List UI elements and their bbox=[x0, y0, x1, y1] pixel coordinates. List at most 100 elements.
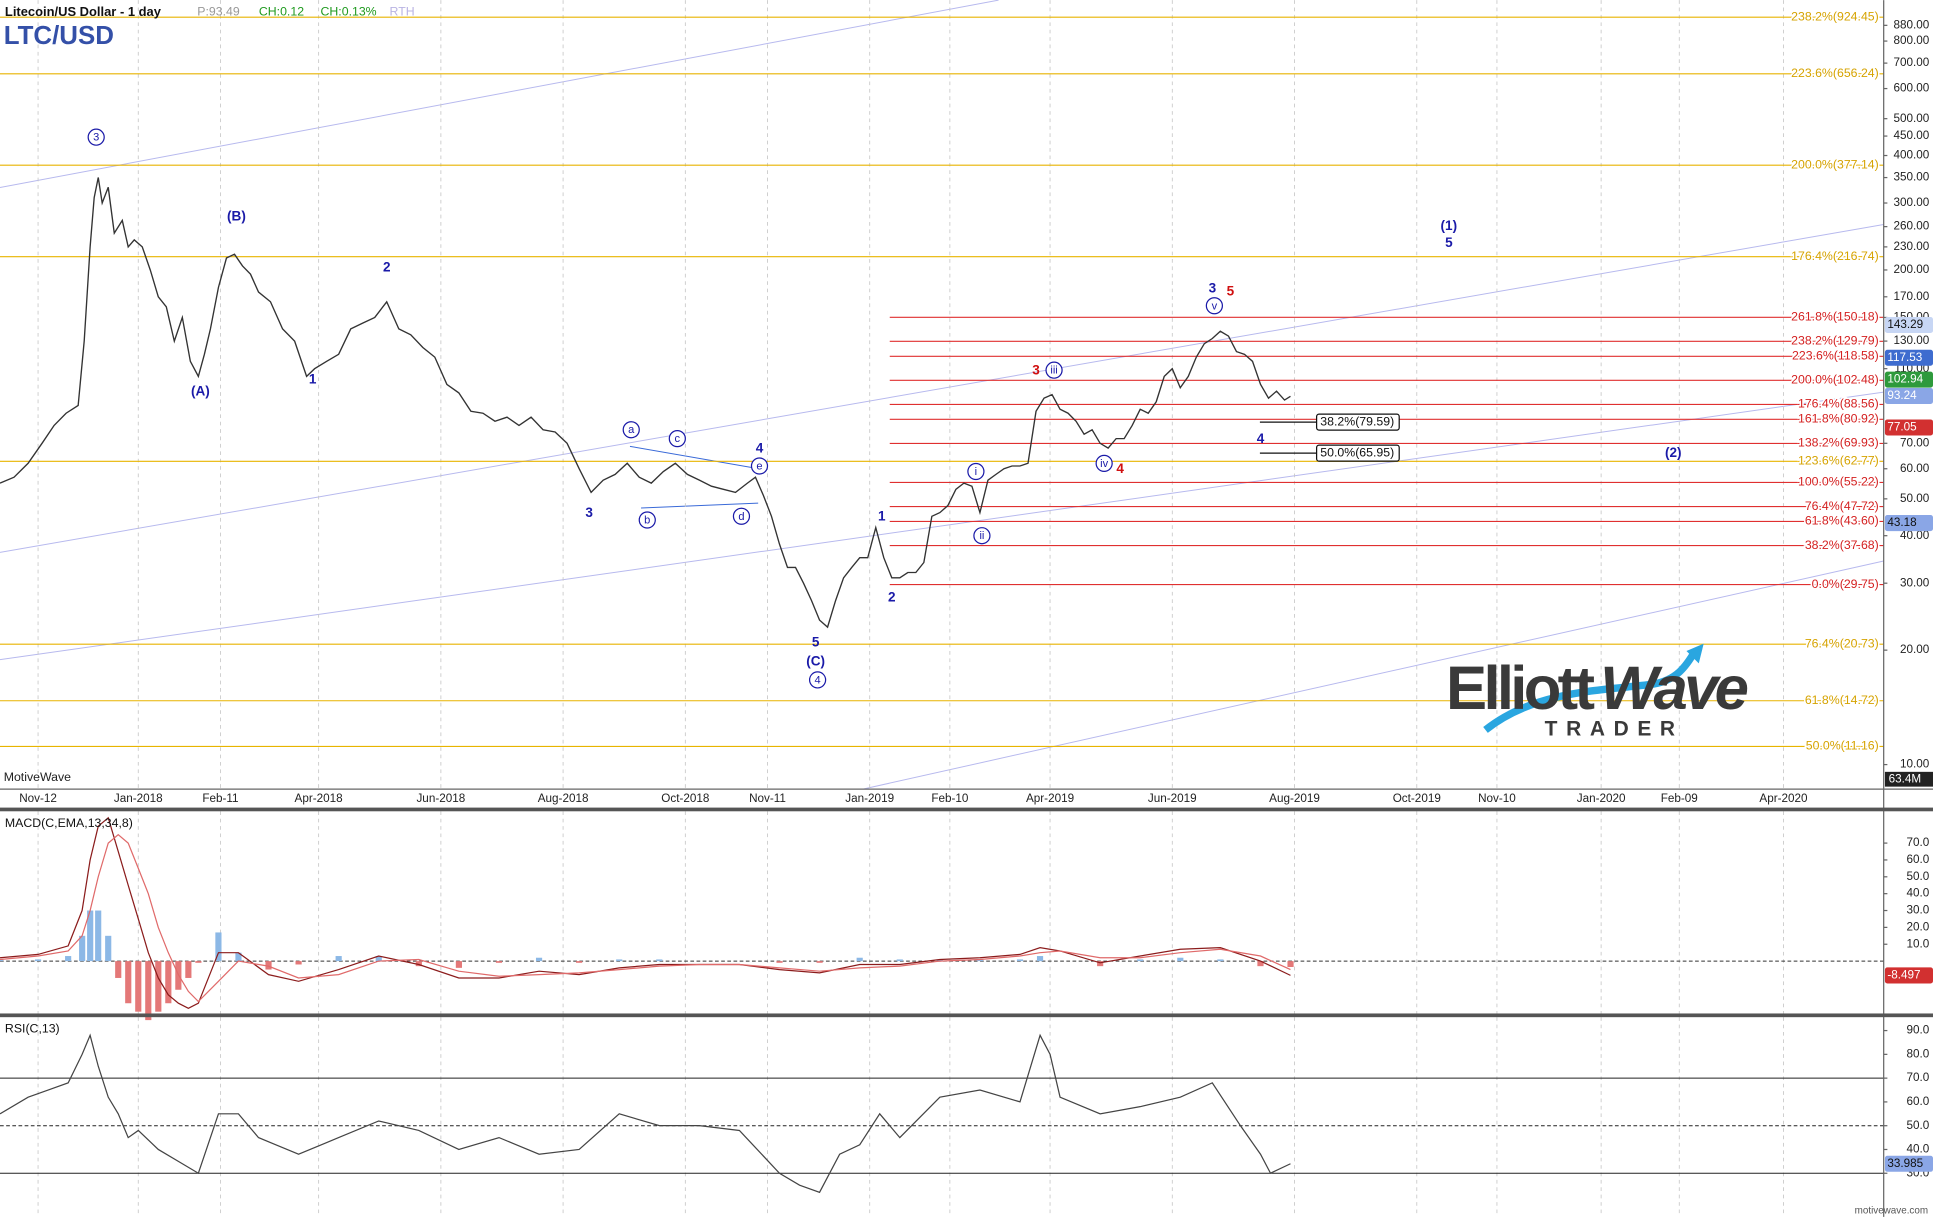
macd-line bbox=[0, 833, 1291, 1003]
wave-circle bbox=[1205, 297, 1224, 315]
header-stat: CH:0.12 bbox=[259, 5, 304, 19]
wave-label: (A) bbox=[191, 383, 210, 398]
y-tick-label: 800.00 bbox=[1894, 34, 1930, 47]
histogram-bar bbox=[235, 952, 242, 962]
histogram-bar bbox=[1016, 959, 1024, 962]
wave-label: d bbox=[738, 511, 744, 523]
wave-label: 3 bbox=[1209, 280, 1217, 295]
x-tick-label: Oct-2019 bbox=[1393, 792, 1441, 805]
wave-label: iii bbox=[1050, 365, 1057, 377]
price-tag-label: 102.94 bbox=[1887, 373, 1923, 386]
wave-label: 5 bbox=[1445, 235, 1453, 250]
wave-circle bbox=[87, 128, 105, 146]
y-tick-label: 600.00 bbox=[1894, 82, 1930, 95]
histogram-bar bbox=[135, 961, 142, 1012]
x-tick-label: Feb-09 bbox=[1661, 792, 1698, 805]
wave-label: (1) bbox=[1441, 218, 1458, 233]
histogram-bar bbox=[776, 961, 783, 963]
histogram-bar bbox=[1137, 959, 1144, 962]
histogram-bar bbox=[105, 935, 112, 962]
fib-label: 176.4%(88.56) bbox=[1798, 397, 1879, 411]
price-tag bbox=[1884, 515, 1933, 532]
wave-label: 3 bbox=[1032, 362, 1040, 377]
x-tick-label: Nov-11 bbox=[749, 792, 786, 805]
y-tick-label: 60.00 bbox=[1900, 462, 1930, 475]
wave-label: i bbox=[975, 466, 977, 478]
y-tick-label: 200.00 bbox=[1894, 263, 1930, 276]
wave-label: 2 bbox=[888, 590, 896, 605]
price-tag bbox=[1884, 1155, 1933, 1172]
wave-circle bbox=[973, 527, 991, 545]
x-tick-label: Apr-2018 bbox=[295, 792, 343, 805]
price-tag-label: 143.29 bbox=[1887, 318, 1923, 331]
wave-label: ii bbox=[979, 530, 984, 542]
histogram-bar bbox=[95, 910, 102, 962]
wave-label: 2 bbox=[383, 260, 391, 275]
channel-line bbox=[0, 0, 999, 188]
channel-line bbox=[641, 502, 759, 509]
fib-label: 223.6%(118.58) bbox=[1792, 349, 1879, 363]
retracement-box bbox=[1315, 413, 1400, 431]
x-tick-label: Nov-10 bbox=[1478, 792, 1516, 805]
wave-circle bbox=[967, 462, 985, 481]
macd-line bbox=[0, 816, 1291, 1009]
fib-label: 200.0%(377.14) bbox=[1791, 157, 1879, 171]
panel-title: RSI(C,13) bbox=[5, 1022, 60, 1036]
y-tick-label: 500.00 bbox=[1894, 112, 1930, 125]
y-tick-label: 50.0 bbox=[1907, 870, 1930, 883]
logo-tagline: TRADER bbox=[1545, 717, 1684, 740]
wave-label: a bbox=[628, 424, 635, 436]
x-tick-label: Nov-12 bbox=[19, 792, 57, 805]
symbol: LTC/USD bbox=[4, 22, 114, 50]
histogram-bar bbox=[375, 956, 382, 962]
wave-label: 1 bbox=[878, 508, 886, 523]
y-tick-label: 50.0 bbox=[1907, 1119, 1930, 1132]
y-tick-label: 40.0 bbox=[1907, 887, 1930, 900]
histogram-bar bbox=[265, 961, 272, 970]
footer: motivewave.com bbox=[1855, 1205, 1928, 1216]
volume-tag-label: 63.4M bbox=[1889, 772, 1922, 785]
wave-label: 5 bbox=[1227, 283, 1235, 298]
header-stat: P:93.49 bbox=[197, 5, 240, 19]
retracement-label: 50.0%(65.95) bbox=[1320, 445, 1394, 459]
header-stat: CH:0.13% bbox=[321, 5, 377, 19]
fib-label: 176.4%(216.74) bbox=[1791, 249, 1879, 263]
price-tag-label: 43.18 bbox=[1887, 516, 1916, 529]
y-tick-label: 40.0 bbox=[1907, 1143, 1930, 1156]
histogram-bar bbox=[896, 959, 903, 962]
fib-label: 238.2%(924.45) bbox=[1791, 9, 1879, 23]
histogram-bar bbox=[816, 961, 823, 963]
retracement-box bbox=[1315, 444, 1400, 462]
y-tick-label: 130.00 bbox=[1894, 334, 1930, 347]
channel-lines bbox=[0, 0, 1884, 790]
histogram-bar bbox=[125, 961, 132, 1004]
histogram-bar bbox=[335, 956, 342, 962]
wave-label: v bbox=[1212, 300, 1218, 312]
price-tag-label: 33.985 bbox=[1887, 1157, 1923, 1170]
fib-label: 161.8%(80.92) bbox=[1798, 412, 1879, 426]
logo-arrow bbox=[1686, 643, 1704, 664]
x-tick-label: Apr-2020 bbox=[1759, 792, 1808, 805]
fib-label: 261.8%(150.18) bbox=[1791, 310, 1879, 324]
x-tick-label: Jun-2018 bbox=[416, 792, 465, 805]
histogram-bar bbox=[1217, 959, 1224, 962]
fib-label: 61.8%(43.60) bbox=[1805, 514, 1879, 528]
wave-circle bbox=[732, 507, 751, 525]
volume-tag bbox=[1884, 771, 1933, 787]
histogram-bar bbox=[1257, 961, 1264, 967]
y-tick-label: 70.0 bbox=[1907, 1071, 1930, 1084]
wave-label: e bbox=[756, 461, 762, 473]
price-tag-label: 93.24 bbox=[1887, 389, 1917, 402]
y-tick-label: 30.00 bbox=[1900, 576, 1930, 589]
price-tag bbox=[1884, 967, 1933, 984]
histogram-bar bbox=[155, 961, 162, 1012]
wave-circle bbox=[668, 430, 686, 448]
y-tick-label: 170.00 bbox=[1894, 290, 1930, 303]
retracement-label: 38.2%(79.59) bbox=[1320, 414, 1394, 428]
y-tick-label: 880.00 bbox=[1894, 18, 1930, 31]
histogram-bar bbox=[34, 959, 42, 962]
header-stat: RTH bbox=[390, 5, 415, 19]
x-tick-label: Aug-2019 bbox=[1269, 792, 1320, 805]
histogram-bar bbox=[145, 961, 152, 1021]
